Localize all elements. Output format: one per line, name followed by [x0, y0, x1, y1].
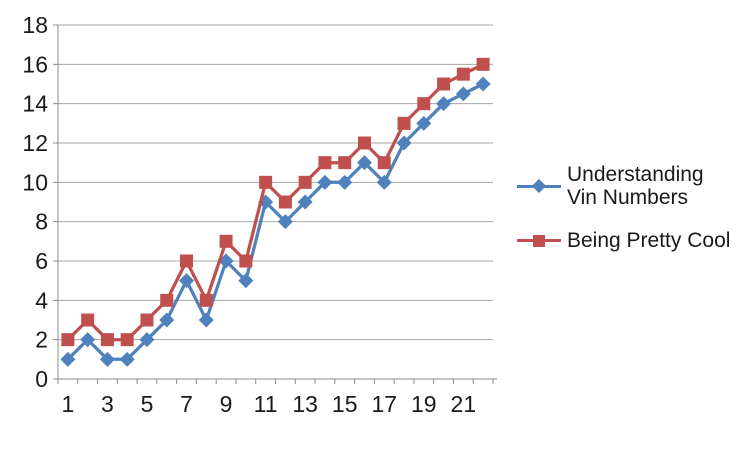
x-axis-tick-label: 19 — [411, 391, 437, 417]
marker-diamond — [337, 174, 353, 190]
x-axis-tick-label: 1 — [61, 391, 74, 417]
marker-diamond — [416, 115, 432, 131]
x-axis-tick-label: 5 — [141, 391, 154, 417]
marker-diamond — [80, 332, 96, 348]
marker-diamond — [198, 312, 214, 328]
marker-square — [377, 156, 391, 170]
square-marker-icon — [533, 235, 545, 248]
legend-key-square-icon — [517, 233, 561, 249]
x-axis-tick-label: 7 — [180, 391, 193, 417]
marker-square — [417, 97, 431, 111]
y-axis-tick-label: 10 — [22, 169, 48, 195]
y-axis-tick-label: 16 — [22, 51, 48, 77]
marker-diamond — [99, 351, 115, 367]
marker-diamond — [60, 351, 76, 367]
y-axis-tick-label: 2 — [35, 327, 48, 353]
x-axis-tick-label: 11 — [254, 391, 278, 417]
marker-square — [259, 175, 273, 189]
marker-square — [397, 116, 411, 130]
marker-square — [219, 234, 233, 248]
marker-square — [298, 175, 312, 189]
legend-item-understanding-vin-numbers: Understanding Vin Numbers — [517, 163, 751, 209]
y-axis-tick-label: 18 — [22, 12, 48, 38]
marker-square — [239, 254, 253, 268]
marker-square — [100, 333, 114, 347]
marker-square — [338, 156, 352, 170]
legend: Understanding Vin Numbers Being Pretty C… — [517, 163, 751, 252]
marker-square — [140, 313, 154, 327]
marker-diamond — [119, 351, 135, 367]
marker-diamond — [179, 273, 195, 289]
marker-square — [318, 156, 332, 170]
y-axis-tick-label: 8 — [35, 209, 48, 235]
y-axis-tick-label: 12 — [22, 130, 48, 156]
x-axis-tick-label: 15 — [332, 391, 358, 417]
diamond-marker-icon — [531, 179, 547, 194]
marker-square — [180, 254, 194, 268]
marker-square — [160, 293, 174, 307]
x-axis-tick-label: 21 — [451, 391, 477, 417]
marker-diamond — [436, 96, 452, 112]
marker-square — [120, 333, 134, 347]
marker-diamond — [455, 86, 471, 102]
marker-diamond — [277, 214, 293, 230]
marker-square — [278, 195, 292, 209]
marker-diamond — [297, 194, 313, 210]
marker-square — [357, 136, 371, 150]
series-line-diamond — [66, 82, 485, 361]
x-axis-tick-label: 17 — [371, 391, 397, 417]
x-axis-tick-label: 13 — [292, 391, 318, 417]
y-axis-tick-label: 14 — [22, 91, 48, 117]
marker-square — [437, 77, 451, 91]
marker-diamond — [238, 273, 254, 289]
marker-diamond — [376, 174, 392, 190]
marker-square — [61, 333, 75, 347]
y-axis-tick-label: 4 — [35, 287, 48, 313]
marker-diamond — [475, 76, 491, 92]
y-axis-tick-label: 6 — [35, 248, 48, 274]
marker-diamond — [317, 174, 333, 190]
legend-label: Being Pretty Cool — [567, 229, 731, 253]
marker-diamond — [139, 332, 155, 348]
y-axis-tick-label: 0 — [35, 366, 48, 392]
marker-square — [456, 67, 470, 81]
legend-item-being-pretty-cool: Being Pretty Cool — [517, 229, 751, 252]
marker-diamond — [396, 135, 412, 151]
series-line-square — [66, 62, 485, 342]
marker-diamond — [356, 155, 372, 171]
marker-diamond — [159, 312, 175, 328]
legend-label: Understanding Vin Numbers — [567, 163, 704, 210]
marker-square — [199, 293, 213, 307]
x-axis-tick-label: 3 — [101, 391, 114, 417]
legend-key-diamond-icon — [517, 178, 561, 194]
marker-square — [476, 57, 490, 71]
marker-square — [81, 313, 95, 327]
x-axis-tick-label: 9 — [220, 391, 233, 417]
